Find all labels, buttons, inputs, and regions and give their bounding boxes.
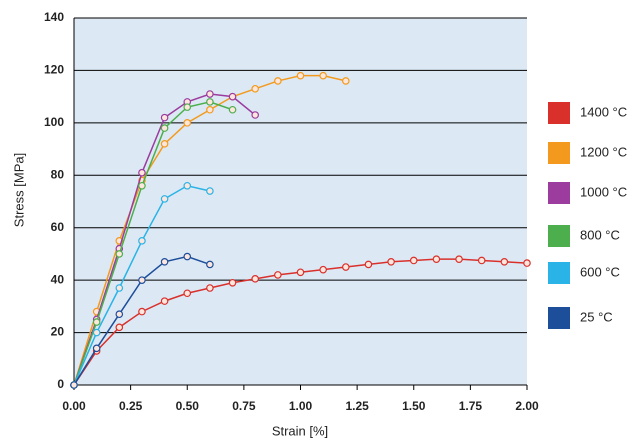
x-tick-label: 0.50 bbox=[176, 399, 200, 413]
legend-swatch bbox=[548, 262, 570, 284]
y-tick-label: 140 bbox=[44, 10, 64, 24]
point bbox=[228, 92, 237, 101]
point bbox=[70, 381, 78, 389]
legend-swatch bbox=[548, 307, 570, 329]
point bbox=[206, 284, 214, 292]
y-tick-label: 20 bbox=[51, 325, 65, 339]
x-tick-label: 1.00 bbox=[289, 399, 313, 413]
point bbox=[183, 119, 192, 127]
point bbox=[183, 103, 192, 111]
legend-label: 1000 °C bbox=[580, 184, 627, 199]
point bbox=[206, 98, 214, 106]
series-line bbox=[73, 101, 233, 386]
legend-label: 1400 °C bbox=[580, 104, 627, 119]
point bbox=[387, 257, 395, 266]
y-tick-label: 120 bbox=[44, 63, 64, 77]
y-tick-label: 100 bbox=[44, 115, 64, 129]
point bbox=[251, 275, 260, 283]
point bbox=[477, 256, 486, 265]
point bbox=[206, 105, 214, 114]
point bbox=[432, 255, 441, 263]
point bbox=[500, 257, 509, 266]
point bbox=[251, 84, 260, 93]
point bbox=[274, 77, 282, 85]
point bbox=[160, 140, 169, 148]
point bbox=[115, 284, 124, 292]
point bbox=[115, 250, 124, 258]
legend-swatch bbox=[548, 102, 570, 124]
point bbox=[319, 71, 327, 80]
point bbox=[138, 181, 146, 190]
y-tick-label: 60 bbox=[51, 220, 65, 234]
point bbox=[92, 318, 101, 326]
point bbox=[228, 278, 237, 287]
legend-swatch bbox=[548, 182, 570, 204]
x-tick-label: 2.00 bbox=[515, 399, 539, 413]
point bbox=[206, 90, 214, 98]
point bbox=[251, 111, 260, 119]
y-tick-label: 0 bbox=[57, 377, 64, 391]
legend-label: 1200 °C bbox=[580, 144, 627, 159]
legend-swatch bbox=[548, 225, 570, 247]
point bbox=[160, 257, 169, 266]
legend-label: 800 °C bbox=[580, 227, 620, 242]
legend-label: 600 °C bbox=[580, 264, 620, 279]
point bbox=[183, 252, 192, 261]
point bbox=[523, 259, 531, 267]
x-tick-label: 0.25 bbox=[119, 399, 143, 413]
point bbox=[160, 124, 169, 132]
point bbox=[138, 168, 146, 177]
point bbox=[115, 323, 124, 332]
point bbox=[183, 181, 192, 190]
point bbox=[138, 276, 146, 284]
point bbox=[296, 268, 305, 277]
point bbox=[274, 271, 282, 279]
point bbox=[138, 307, 146, 316]
point bbox=[296, 71, 305, 80]
point bbox=[319, 265, 327, 274]
point bbox=[409, 256, 418, 265]
point bbox=[341, 77, 350, 85]
y-axis-label: Stress [MPa] bbox=[11, 153, 26, 227]
point bbox=[455, 255, 463, 263]
legend-label: 25 °C bbox=[580, 309, 613, 324]
x-tick-label: 0.75 bbox=[232, 399, 256, 413]
y-tick-label: 80 bbox=[51, 167, 65, 181]
point bbox=[341, 263, 350, 271]
point bbox=[206, 260, 214, 269]
point bbox=[206, 187, 214, 195]
x-axis-label: Strain [%] bbox=[272, 423, 328, 438]
point bbox=[160, 195, 169, 203]
point bbox=[92, 344, 101, 353]
point bbox=[364, 260, 373, 269]
point bbox=[228, 105, 237, 114]
point bbox=[160, 297, 169, 305]
point bbox=[160, 113, 169, 122]
point bbox=[115, 310, 124, 319]
x-tick-label: 1.25 bbox=[345, 399, 369, 413]
point bbox=[183, 289, 192, 298]
x-tick-label: 0.00 bbox=[62, 399, 86, 413]
y-tick-label: 40 bbox=[51, 272, 65, 286]
x-tick-label: 1.75 bbox=[459, 399, 483, 413]
point bbox=[138, 237, 146, 245]
point bbox=[92, 328, 101, 337]
legend-swatch bbox=[548, 142, 570, 164]
x-tick-label: 1.50 bbox=[402, 399, 426, 413]
